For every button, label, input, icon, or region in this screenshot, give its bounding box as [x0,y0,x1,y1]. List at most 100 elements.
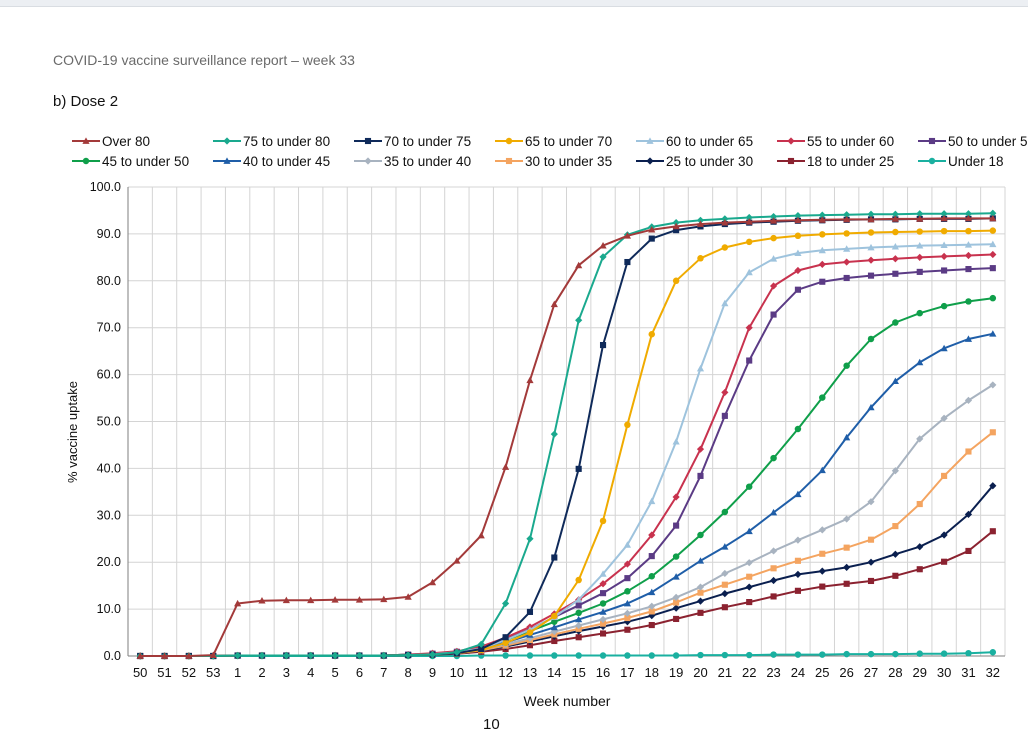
x-tick-label: 51 [157,665,171,680]
x-tick-label: 27 [864,665,878,680]
data-point [697,531,704,539]
data-point [550,623,558,631]
data-point [965,547,972,555]
data-point [965,227,972,235]
data-point [794,490,802,498]
data-point [818,260,826,268]
data-point [940,241,948,249]
data-point [794,651,802,658]
y-tick-label: 80.0 [97,274,121,288]
legend-marker [364,157,372,165]
data-point [307,651,315,660]
data-point [769,508,778,516]
data-point [964,241,973,248]
data-point [404,651,412,659]
data-point [892,270,899,277]
data-point [721,604,728,611]
data-point [892,228,899,236]
data-point [697,472,704,479]
data-point [672,493,680,501]
data-point [623,599,632,607]
data-point [940,252,948,261]
data-point [794,212,802,220]
y-tick-label: 10.0 [97,602,121,616]
data-point [623,560,632,568]
x-tick-label: 53 [206,665,220,680]
y-tick-label: 20.0 [97,555,121,569]
x-tick-label: 4 [307,665,314,680]
y-tick-label: 30.0 [97,508,121,522]
data-point [819,231,826,238]
legend: Over 80 75 to under 80 70 to under 75 65 to… [72,134,1028,169]
data-point [623,541,632,548]
x-tick-label: 22 [742,665,756,680]
data-point [721,219,729,226]
data-point [673,522,680,529]
data-point [745,238,753,246]
data-point [843,650,850,658]
x-tick-label: 14 [547,665,561,680]
data-point [721,412,728,419]
data-point [648,553,655,560]
data-point [721,569,729,578]
data-point [672,604,680,612]
data-point [916,543,924,551]
data-point [599,341,607,349]
data-point [453,557,461,564]
data-point [794,286,801,293]
data-point [843,580,850,587]
legend-label: 60 to under 65 [666,134,753,149]
data-point [965,266,972,273]
data-point [794,216,802,224]
data-point [551,618,558,626]
data-point [746,357,753,364]
data-point [234,651,242,660]
data-point [648,573,656,580]
data-point [818,246,826,254]
data-point [770,565,777,572]
legend-marker [82,137,90,144]
data-point [258,597,266,604]
data-point [648,235,655,242]
data-point [331,596,339,603]
data-point [551,554,558,561]
data-point [843,362,850,369]
data-point [745,268,753,276]
data-point [551,612,558,620]
data-point [380,595,388,603]
data-point [697,255,704,262]
legend-item-70-to-under-75: 70 to under 75 [354,134,471,149]
data-point [623,232,632,239]
data-point [745,213,753,222]
data-point [770,651,777,658]
data-point [989,265,996,272]
data-point [769,576,778,585]
data-point [575,609,582,617]
legend-marker [223,157,231,164]
y-tick-label: 60.0 [97,368,121,382]
data-point [867,256,875,264]
data-point [964,396,973,404]
data-point [769,547,778,555]
legend-item-75-to-under-80: 75 to under 80 [213,134,330,149]
data-point [575,652,582,659]
data-point [599,652,607,659]
x-tick-label: 52 [182,665,196,680]
data-point [696,445,705,453]
data-point [964,251,973,260]
data-point [794,587,801,594]
legend-item-25-to-under-30: 25 to under 30 [636,154,753,169]
legend-item-30-to-under-35: 30 to under 35 [495,154,612,169]
data-point [672,222,680,230]
data-point [428,578,437,586]
data-point [794,249,802,257]
data-point [769,217,778,224]
data-point [989,429,996,436]
y-tick-label: 40.0 [97,461,121,475]
y-tick-label: 50.0 [97,415,121,429]
legend-item-50-to-under-55: 50 to under 55 [918,134,1028,149]
data-point [697,589,704,596]
data-point [940,531,948,539]
data-point [721,651,729,659]
data-point [892,523,899,530]
